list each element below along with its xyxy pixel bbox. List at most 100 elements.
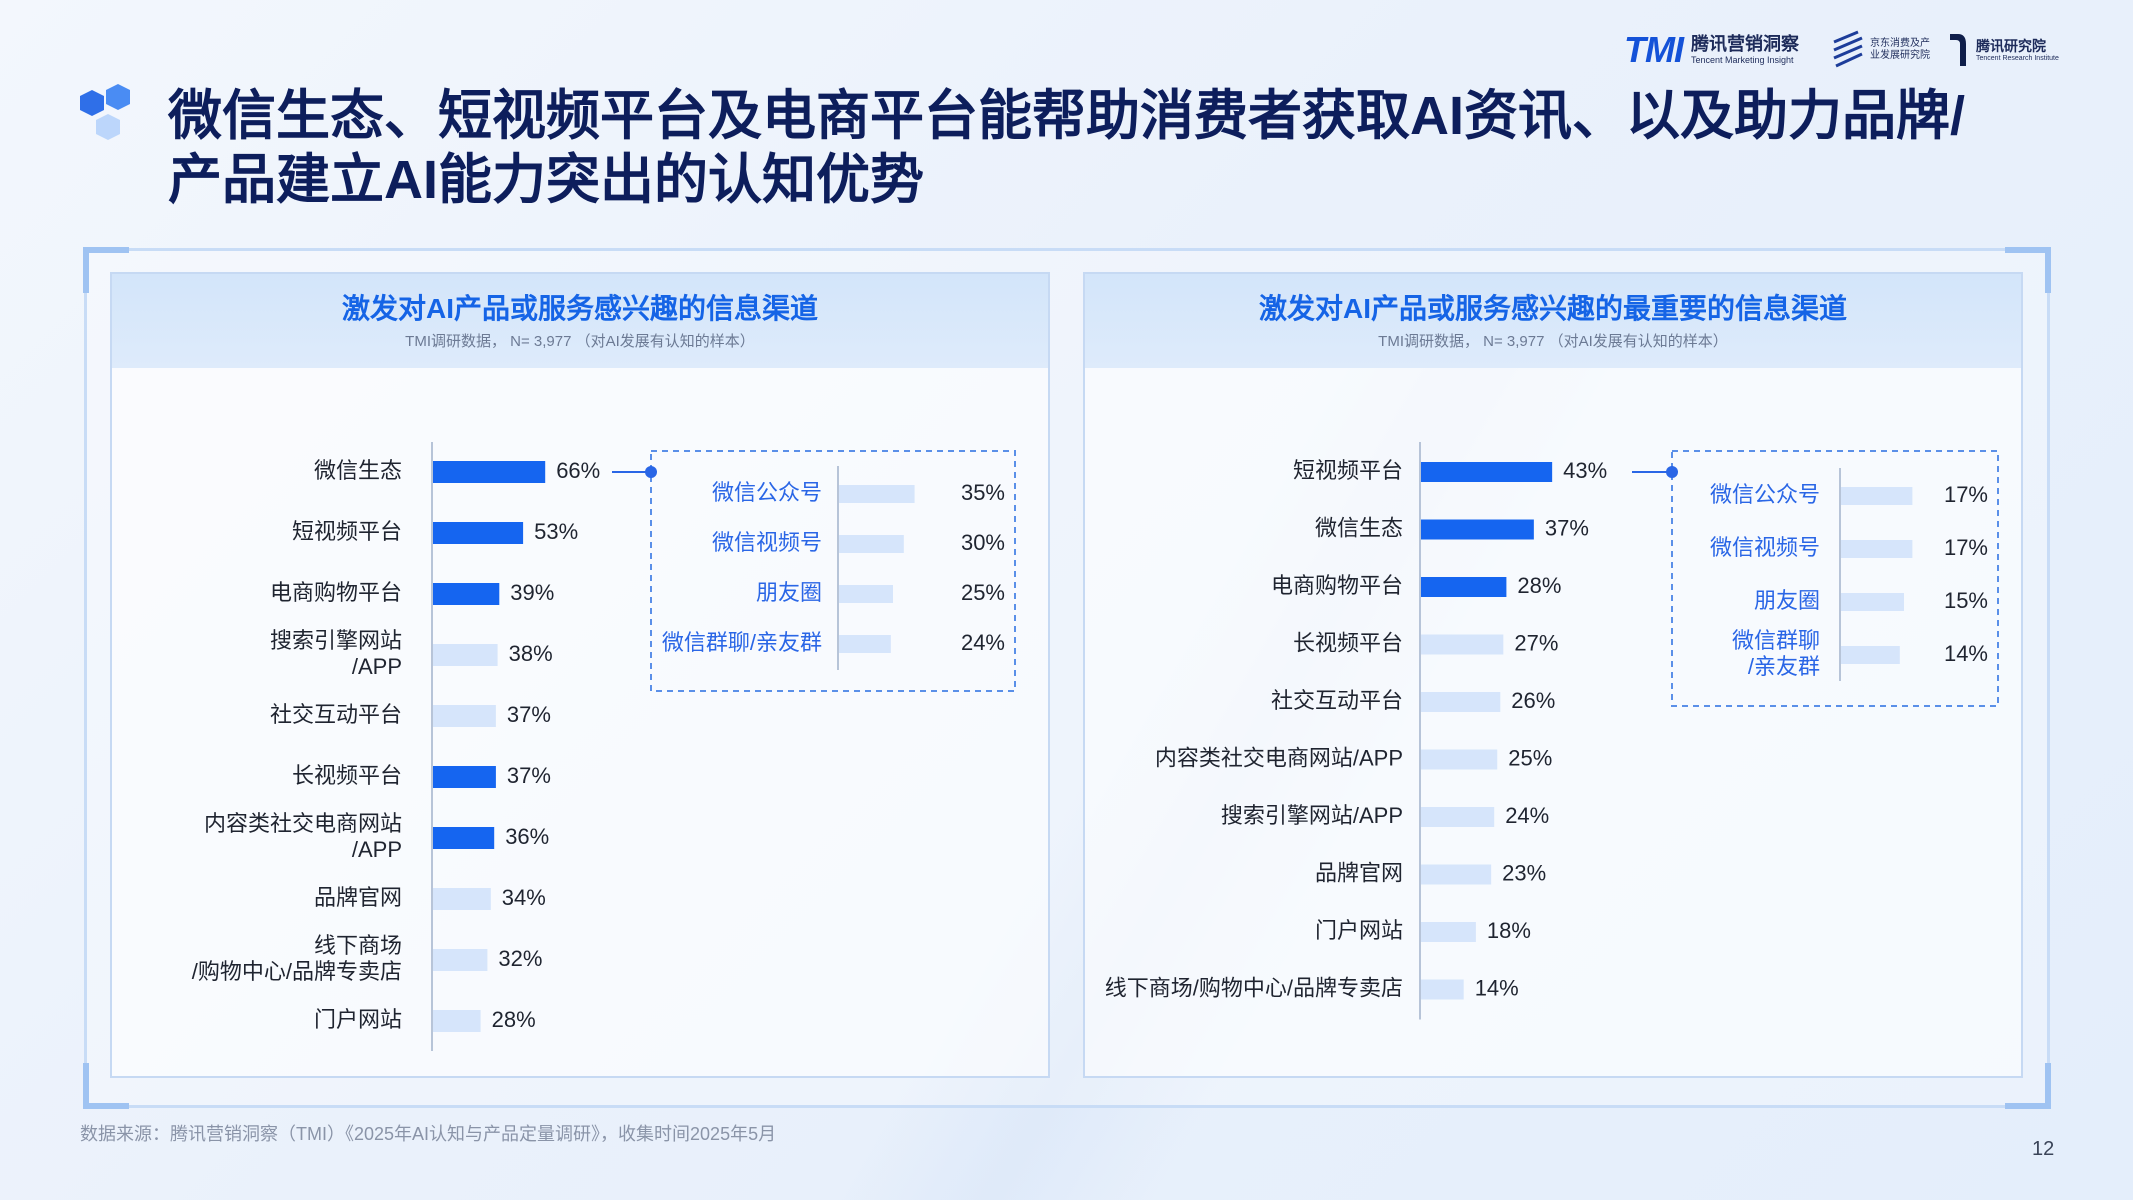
chart0-value-label: 53% (534, 519, 578, 544)
chart0-value-label: 38% (509, 641, 553, 666)
chart0-bar (433, 827, 495, 849)
chart0-value-label: 32% (498, 946, 542, 971)
chart1-value-label: 18% (1487, 918, 1531, 943)
left-chart-subtitle: TMI调研数据， N= 3,977 （对AI发展有认知的样本） (405, 333, 755, 350)
chart0-connector-dot (645, 466, 657, 478)
chart1-breakdown-label: /亲友群 (1748, 654, 1820, 679)
right-chart-title: 激发对AI产品或服务感兴趣的最重要的信息渠道 (1258, 293, 1847, 324)
chart0-bar (433, 1010, 481, 1032)
chart0-category-label: 品牌官网 (314, 885, 402, 910)
chart0-bar (433, 461, 546, 483)
chart0-breakdown-box (650, 450, 1016, 692)
chart0-breakdown-label: 朋友圈 (756, 580, 822, 605)
chart1-bar (1421, 462, 1553, 482)
chart0-bar (433, 583, 500, 605)
chart0-breakdown-value: 35% (961, 480, 1005, 505)
page-title: 微信生态、短视频平台及电商平台能帮助消费者获取AI资讯、以及助力品牌/产品建立A… (168, 86, 1965, 210)
chart1-breakdown-label: 朋友圈 (1754, 588, 1820, 613)
chart1-bar (1421, 979, 1464, 1000)
chart0-category-label: 长视频平台 (292, 763, 402, 788)
chart1-value-label: 14% (1475, 975, 1519, 1000)
chart0-value-label: 37% (507, 763, 551, 788)
right-chart-panel: 激发对AI产品或服务感兴趣的最重要的信息渠道 TMI调研数据， N= 3,977… (1083, 272, 2023, 1078)
jd-institute-name: 京东消费及产业发展研究院 (1870, 38, 1930, 61)
left-chart-panel: 激发对AI产品或服务感兴趣的信息渠道 TMI调研数据， N= 3,977 （对A… (110, 272, 1050, 1078)
right-chart-subtitle: TMI调研数据， N= 3,977 （对AI发展有认知的样本） (1378, 333, 1728, 350)
chart1-category-label: 内容类社交电商网站/APP (1155, 745, 1403, 770)
chart1-bar (1421, 749, 1498, 770)
chart0-bar (433, 949, 488, 971)
chart0-bar (433, 644, 498, 666)
tencent-research-logo: 腾讯研究院 Tencent Research Institute (1944, 28, 2059, 72)
right-chart-header: 激发对AI产品或服务感兴趣的最重要的信息渠道 TMI调研数据， N= 3,977… (1085, 274, 2021, 368)
chart1-category-label: 长视频平台 (1293, 630, 1403, 655)
tencent-research-name-en: Tencent Research Institute (1976, 54, 2059, 62)
chart0-breakdown-bar (839, 635, 891, 653)
chart0-breakdown-label: 微信群聊/亲友群 (662, 630, 822, 655)
chart1-breakdown-value: 17% (1944, 482, 1988, 507)
chart1-breakdown-box (1671, 450, 1999, 707)
chart0-breakdown-label: 微信视频号 (712, 530, 822, 555)
chart1-bar (1421, 634, 1504, 655)
chart0-category-label: /购物中心/品牌专卖店 (192, 959, 402, 984)
chart0-value-label: 66% (556, 458, 600, 483)
chart1-bar (1421, 519, 1534, 540)
chart0-value-label: 37% (507, 702, 551, 727)
chart0-bar (433, 705, 496, 727)
chart0-category-label: 短视频平台 (292, 519, 402, 544)
chart0-value-label: 28% (492, 1007, 536, 1032)
chart0-breakdown-bar (839, 485, 915, 503)
tencent-research-icon (1950, 34, 1966, 66)
chart0-category-label: 门户网站 (314, 1007, 402, 1032)
chart1-category-label: 品牌官网 (1315, 860, 1403, 885)
tmi-name-en: Tencent Marketing Insight (1690, 55, 1794, 65)
chart1-value-label: 23% (1502, 860, 1546, 885)
source-note: 数据来源：腾讯营销洞察（TMI）《2025年AI认知与产品定量调研》，收集时间2… (80, 1124, 777, 1144)
tmi-mark: TMI (1624, 29, 1684, 70)
chart0-breakdown-bar (839, 585, 893, 603)
chart1-breakdown-bar (1841, 487, 1913, 505)
chart1-value-label: 28% (1517, 573, 1561, 598)
chart1-value-label: 24% (1505, 803, 1549, 828)
chart0-category-label: 微信生态 (314, 458, 402, 483)
chart1-category-label: 微信生态 (1315, 515, 1403, 540)
chart0-category-label: 线下商场 (314, 933, 402, 958)
chart0-bar (433, 766, 496, 788)
chart1-category-label: 社交互动平台 (1271, 688, 1403, 713)
chart1-breakdown-label: 微信群聊 (1732, 628, 1820, 653)
chart0-bar (433, 888, 491, 910)
chart0-breakdown-bar (839, 535, 904, 553)
chart1-value-label: 25% (1508, 745, 1552, 770)
left-chart-title: 激发对AI产品或服务感兴趣的信息渠道 (341, 293, 818, 324)
chart1-value-label: 37% (1545, 515, 1589, 540)
chart0-category-label: 电商购物平台 (270, 580, 402, 605)
chart0-category-label: 社交互动平台 (270, 702, 402, 727)
tmi-name-cn: 腾讯营销洞察 (1690, 34, 1799, 54)
chart0-category-label: /APP (352, 837, 402, 862)
hexagon-cluster-icon (80, 84, 130, 140)
chart1-bar (1421, 807, 1495, 827)
chart1-value-label: 43% (1563, 458, 1607, 483)
chart1-category-label: 短视频平台 (1293, 458, 1403, 483)
chart1-value-label: 27% (1514, 630, 1558, 655)
chart1-breakdown-bar (1841, 646, 1900, 664)
chart0-breakdown-label: 微信公众号 (712, 480, 822, 505)
chart0-breakdown-value: 24% (961, 630, 1005, 655)
chart0-category-label: 内容类社交电商网站 (204, 811, 402, 836)
jd-stripes-icon (1833, 30, 1863, 68)
chart1-connector-dot (1666, 466, 1678, 478)
chart0-value-label: 39% (510, 580, 554, 605)
chart0-category-label: /APP (352, 654, 402, 679)
chart0-value-label: 34% (502, 885, 546, 910)
chart1-category-label: 搜索引擎网站/APP (1221, 803, 1403, 828)
chart1-breakdown-bar (1841, 540, 1913, 558)
page-number: 12 (2032, 1138, 2055, 1160)
chart1-breakdown-value: 14% (1944, 641, 1988, 666)
chart1-bar (1421, 922, 1476, 942)
chart1-bar (1421, 864, 1492, 885)
left-chart-header: 激发对AI产品或服务感兴趣的信息渠道 TMI调研数据， N= 3,977 （对A… (112, 274, 1048, 368)
chart0-breakdown-value: 25% (961, 580, 1005, 605)
chart0-breakdown-value: 30% (961, 530, 1005, 555)
chart1-value-label: 26% (1511, 688, 1555, 713)
